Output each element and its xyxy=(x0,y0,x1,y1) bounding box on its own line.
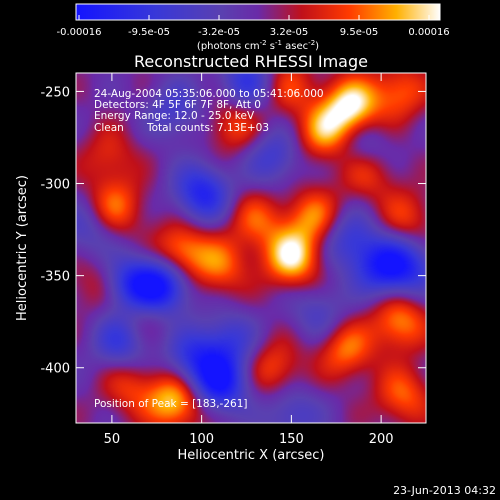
y-tick-label: -400 xyxy=(40,362,70,377)
colorbar-unit: (photons cm-2 s-1 asec-2) xyxy=(197,39,319,52)
colorbar-tick-label: 9.5e-05 xyxy=(340,27,378,38)
annotation-energy-range: Energy Range: 12.0 - 25.0 keV xyxy=(94,110,255,122)
y-axis-ticks: -250 -300 -350 -400 xyxy=(40,85,426,377)
x-tick-label: 100 xyxy=(189,432,214,447)
colorbar-ticks: -0.00016 -9.5e-05 -3.2e-05 3.2e-05 9.5e-05 0.… xyxy=(57,15,450,38)
colorbar-tick-label: -0.00016 xyxy=(57,27,102,38)
heatmap-image xyxy=(76,73,426,423)
y-tick-label: -250 xyxy=(40,85,70,100)
annotation-block: 24-Aug-2004 05:35:06.000 to 05:41:06.000… xyxy=(94,88,324,410)
colorbar-gradient xyxy=(75,3,441,21)
x-axis-label: Heliocentric X (arcsec) xyxy=(178,448,325,463)
x-tick-label: 50 xyxy=(104,432,121,447)
annotation-time-range: 24-Aug-2004 05:35:06.000 to 05:41:06.000 xyxy=(94,88,324,100)
annotation-detectors: Detectors: 4F 5F 6F 7F 8F, Att 0 xyxy=(94,99,261,111)
y-tick-label: -350 xyxy=(40,270,70,285)
colorbar-tick-label: 0.00016 xyxy=(408,27,449,38)
annotation-method: Clean xyxy=(94,122,124,134)
colorbar: -0.00016 -9.5e-05 -3.2e-05 3.2e-05 9.5e-05 0.… xyxy=(57,3,450,52)
heatmap-canvas xyxy=(76,73,426,423)
colorbar-tick-label: 3.2e-05 xyxy=(270,27,308,38)
y-axis-label: Heliocentric Y (arcsec) xyxy=(15,175,30,321)
plot-frame xyxy=(75,72,427,424)
plot-area: 50 100 150 200 -250 -300 -350 -400 24-Aug-2004… xyxy=(40,72,427,447)
x-tick-label: 200 xyxy=(369,432,394,447)
chart-title: Reconstructed RHESSI Image xyxy=(134,52,368,71)
colorbar-tick-label: -3.2e-05 xyxy=(198,27,240,38)
annotation-total-counts: Total counts: 7.13E+03 xyxy=(146,122,269,134)
x-tick-label: 150 xyxy=(279,432,304,447)
colorbar-tick-label: -9.5e-05 xyxy=(128,27,170,38)
y-tick-label: -300 xyxy=(40,178,70,193)
annotation-peak-position: Position of Peak = [183,-261] xyxy=(94,398,248,410)
x-axis-ticks: 50 100 150 200 xyxy=(104,73,394,447)
footer-date: 23-Jun-2013 04:32 xyxy=(393,484,496,497)
